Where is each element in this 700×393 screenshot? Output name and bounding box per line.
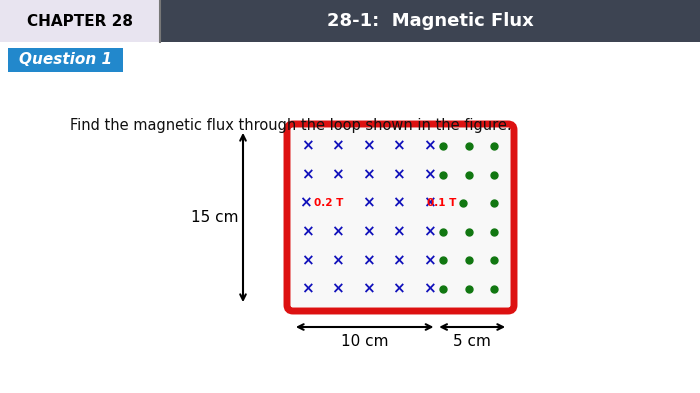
Text: ×: ×	[393, 224, 405, 239]
Text: ×: ×	[423, 167, 435, 182]
Text: ×: ×	[300, 138, 314, 154]
Text: ×: ×	[300, 224, 314, 239]
Text: ×: ×	[423, 253, 435, 268]
Bar	[0, 0, 700, 42]
Text: ×: ×	[423, 138, 435, 154]
Text: ×: ×	[331, 253, 344, 268]
Text: ×: ×	[393, 253, 405, 268]
Text: ×: ×	[423, 196, 435, 211]
Text: CHAPTER 28: CHAPTER 28	[27, 13, 133, 29]
FancyBboxPatch shape	[287, 124, 514, 311]
Text: ×: ×	[423, 281, 435, 296]
Text: ×: ×	[362, 281, 375, 296]
Text: 28-1:  Magnetic Flux: 28-1: Magnetic Flux	[327, 12, 533, 30]
Text: 0.1 T: 0.1 T	[426, 198, 456, 208]
Text: 5 cm: 5 cm	[453, 334, 491, 349]
Text: ×: ×	[362, 167, 375, 182]
Text: ×: ×	[300, 253, 314, 268]
Text: ×: ×	[299, 196, 312, 211]
Text: ×: ×	[362, 196, 375, 211]
Text: ×: ×	[393, 196, 405, 211]
Text: ×: ×	[393, 138, 405, 154]
Text: ×: ×	[362, 253, 375, 268]
Text: ×: ×	[331, 224, 344, 239]
Text: ×: ×	[423, 224, 435, 239]
Text: ×: ×	[362, 138, 375, 154]
Text: Find the magnetic flux through the loop shown in the figure.: Find the magnetic flux through the loop …	[70, 118, 512, 133]
Text: 15 cm: 15 cm	[191, 210, 239, 225]
Bar	[8, 48, 123, 72]
Text: ×: ×	[331, 138, 344, 154]
Text: 10 cm: 10 cm	[341, 334, 388, 349]
Text: 0.2 T: 0.2 T	[314, 198, 344, 208]
Text: ×: ×	[393, 167, 405, 182]
Bar	[0, 0, 160, 42]
Text: ×: ×	[331, 281, 344, 296]
Text: ×: ×	[300, 167, 314, 182]
Text: ×: ×	[393, 281, 405, 296]
Text: ×: ×	[331, 167, 344, 182]
Text: ×: ×	[362, 224, 375, 239]
Text: ×: ×	[300, 281, 314, 296]
Text: Question 1: Question 1	[19, 53, 112, 68]
